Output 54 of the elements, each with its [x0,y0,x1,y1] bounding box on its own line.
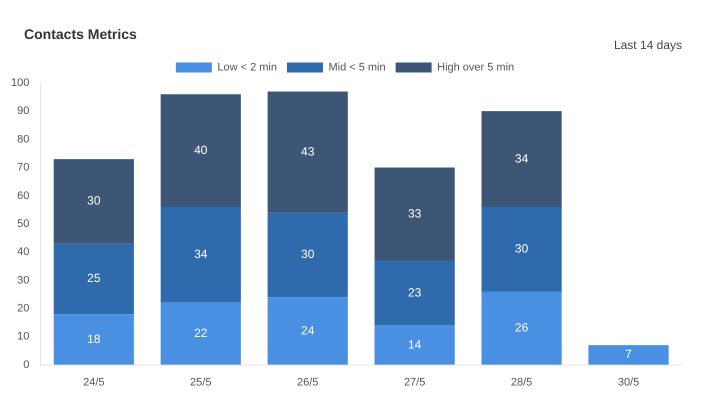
bar [588,345,669,365]
text: Last 14 days [614,38,682,52]
bar [481,111,562,207]
data-label: 7 [625,347,632,362]
y-tick-label: 90 [17,105,30,118]
data-label: 23 [408,285,422,300]
legend-label: Mid < 5 min [328,62,386,74]
data-label: 30 [514,242,529,256]
data-label: 25 [87,271,101,286]
y-tick-label: 60 [17,190,30,202]
legend-label: High over 5 min [437,62,514,74]
y-tick-label: 70 [17,162,30,174]
x-tick-label: 25/5 [190,376,212,388]
y-tick-label: 80 [17,133,30,146]
y-tick-label: 20 [17,302,30,314]
data-label: 18 [87,332,101,346]
y-tick-label: 40 [17,246,30,258]
data-label: 30 [301,247,315,262]
bar [374,260,455,326]
data-label: 40 [194,142,208,157]
x-tick-label: 30/5 [618,376,640,388]
data-label: 22 [194,326,208,340]
bar [160,302,241,365]
x-tick-label: 26/5 [296,376,318,388]
data-label: 33 [408,206,422,220]
bar [481,206,562,292]
data-label: 34 [194,247,208,262]
x-tick-label: 27/5 [404,376,426,388]
data-label: 30 [87,194,101,208]
bar [160,94,241,207]
data-label: 43 [301,144,315,158]
y-tick-label: 100 [10,77,30,90]
bar [374,325,455,365]
bar [268,297,348,365]
bar [54,159,134,244]
bar [268,91,348,213]
y-tick-label: 10 [17,330,30,343]
bar [54,244,134,314]
y-tick-label: 50 [17,218,30,230]
x-tick-label: 24/5 [83,376,105,388]
bar [481,292,562,365]
data-label: 34 [514,151,529,166]
y-tick-label: 30 [17,274,30,286]
data-label: 24 [301,323,315,338]
bar [374,168,455,261]
y-tick-label: 0 [23,358,30,371]
data-label: 14 [408,337,422,352]
bar [268,212,348,298]
bar [54,314,134,365]
legend-label: Low < 2 min [217,62,277,74]
x-tick-label: 28/5 [510,376,532,388]
chart-title: Contacts Metrics [24,26,137,42]
bar [160,206,241,303]
data-label: 26 [514,320,529,334]
